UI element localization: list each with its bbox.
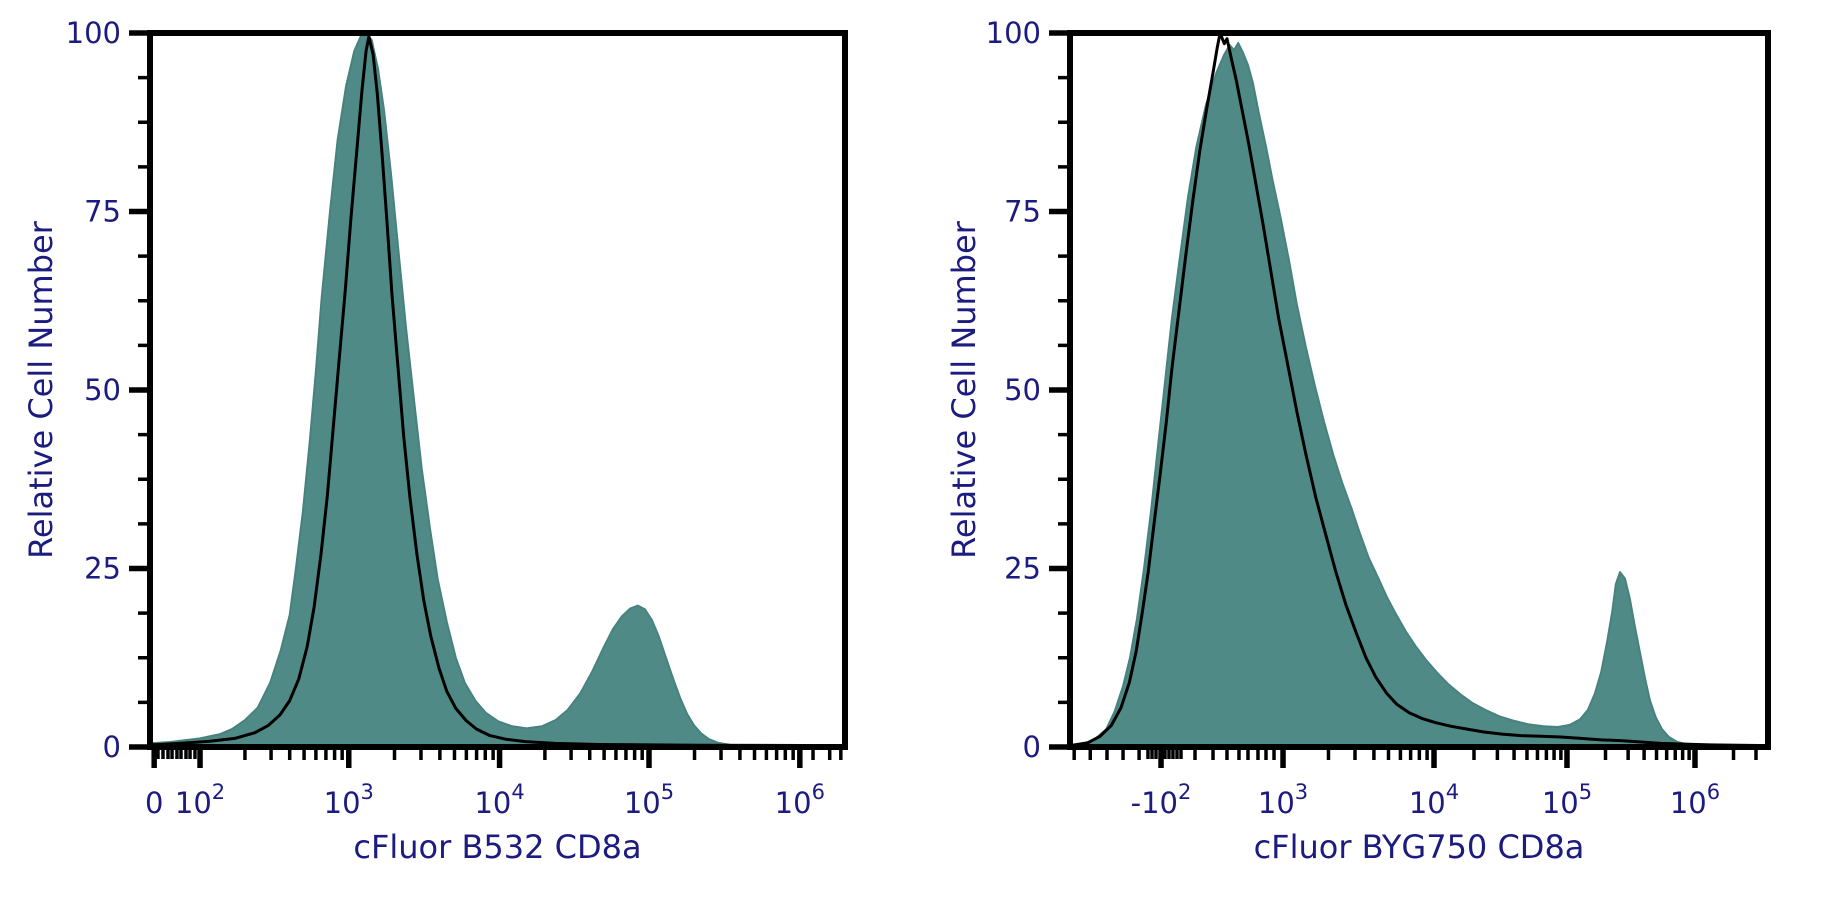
x-tick-label: 105	[624, 780, 674, 820]
right-x-axis-title: cFluor BYG750 CD8a	[1254, 828, 1585, 866]
y-tick-label: 100	[66, 16, 121, 50]
right-histogram-outline	[1068, 31, 1770, 748]
y-tick-label: 75	[84, 195, 121, 229]
left-y-axis: 0 25 50 75 100	[66, 16, 150, 764]
left-x-axis: 0 102 103 104 105 106	[145, 747, 843, 820]
y-tick-label: 0	[103, 730, 121, 764]
left-histogram-filled	[149, 32, 846, 748]
y-tick-label: 50	[1004, 373, 1041, 407]
x-tick-label: 104	[1409, 780, 1459, 820]
left-plot-border	[147, 30, 848, 750]
x-tick-label: 0	[145, 786, 163, 820]
x-tick-label: 105	[1542, 780, 1592, 820]
left-x-axis-title: cFluor B532 CD8a	[353, 828, 641, 866]
x-tick-label: 103	[1258, 780, 1308, 820]
x-tick-label: 102	[175, 780, 225, 820]
right-histogram-filled	[1069, 42, 1769, 748]
left-histogram-outline	[148, 35, 847, 748]
x-tick-label: -102	[1131, 780, 1192, 820]
right-panel: 0 25 50 75 100 -102 103 104 105 106 cFluor BYG750 …	[945, 16, 1771, 866]
y-tick-label: 25	[1004, 552, 1041, 586]
x-tick-label: 103	[324, 780, 374, 820]
y-tick-label: 25	[84, 552, 121, 586]
right-y-axis: 0 25 50 75 100	[986, 16, 1070, 764]
y-tick-label: 100	[986, 16, 1041, 50]
left-y-axis-title: Relative Cell Number	[22, 220, 60, 559]
x-tick-label: 104	[474, 780, 524, 820]
y-tick-label: 0	[1023, 730, 1041, 764]
y-tick-label: 75	[1004, 195, 1041, 229]
right-x-axis: -102 103 104 105 106	[1072, 747, 1758, 820]
x-tick-label: 106	[775, 780, 825, 820]
right-y-axis-title: Relative Cell Number	[945, 220, 983, 559]
left-panel: 0 25 50 75 100 0 102 103 104 105 106 cFluor B532 CD…	[22, 16, 848, 866]
y-tick-label: 50	[84, 373, 121, 407]
x-tick-label: 106	[1670, 780, 1720, 820]
